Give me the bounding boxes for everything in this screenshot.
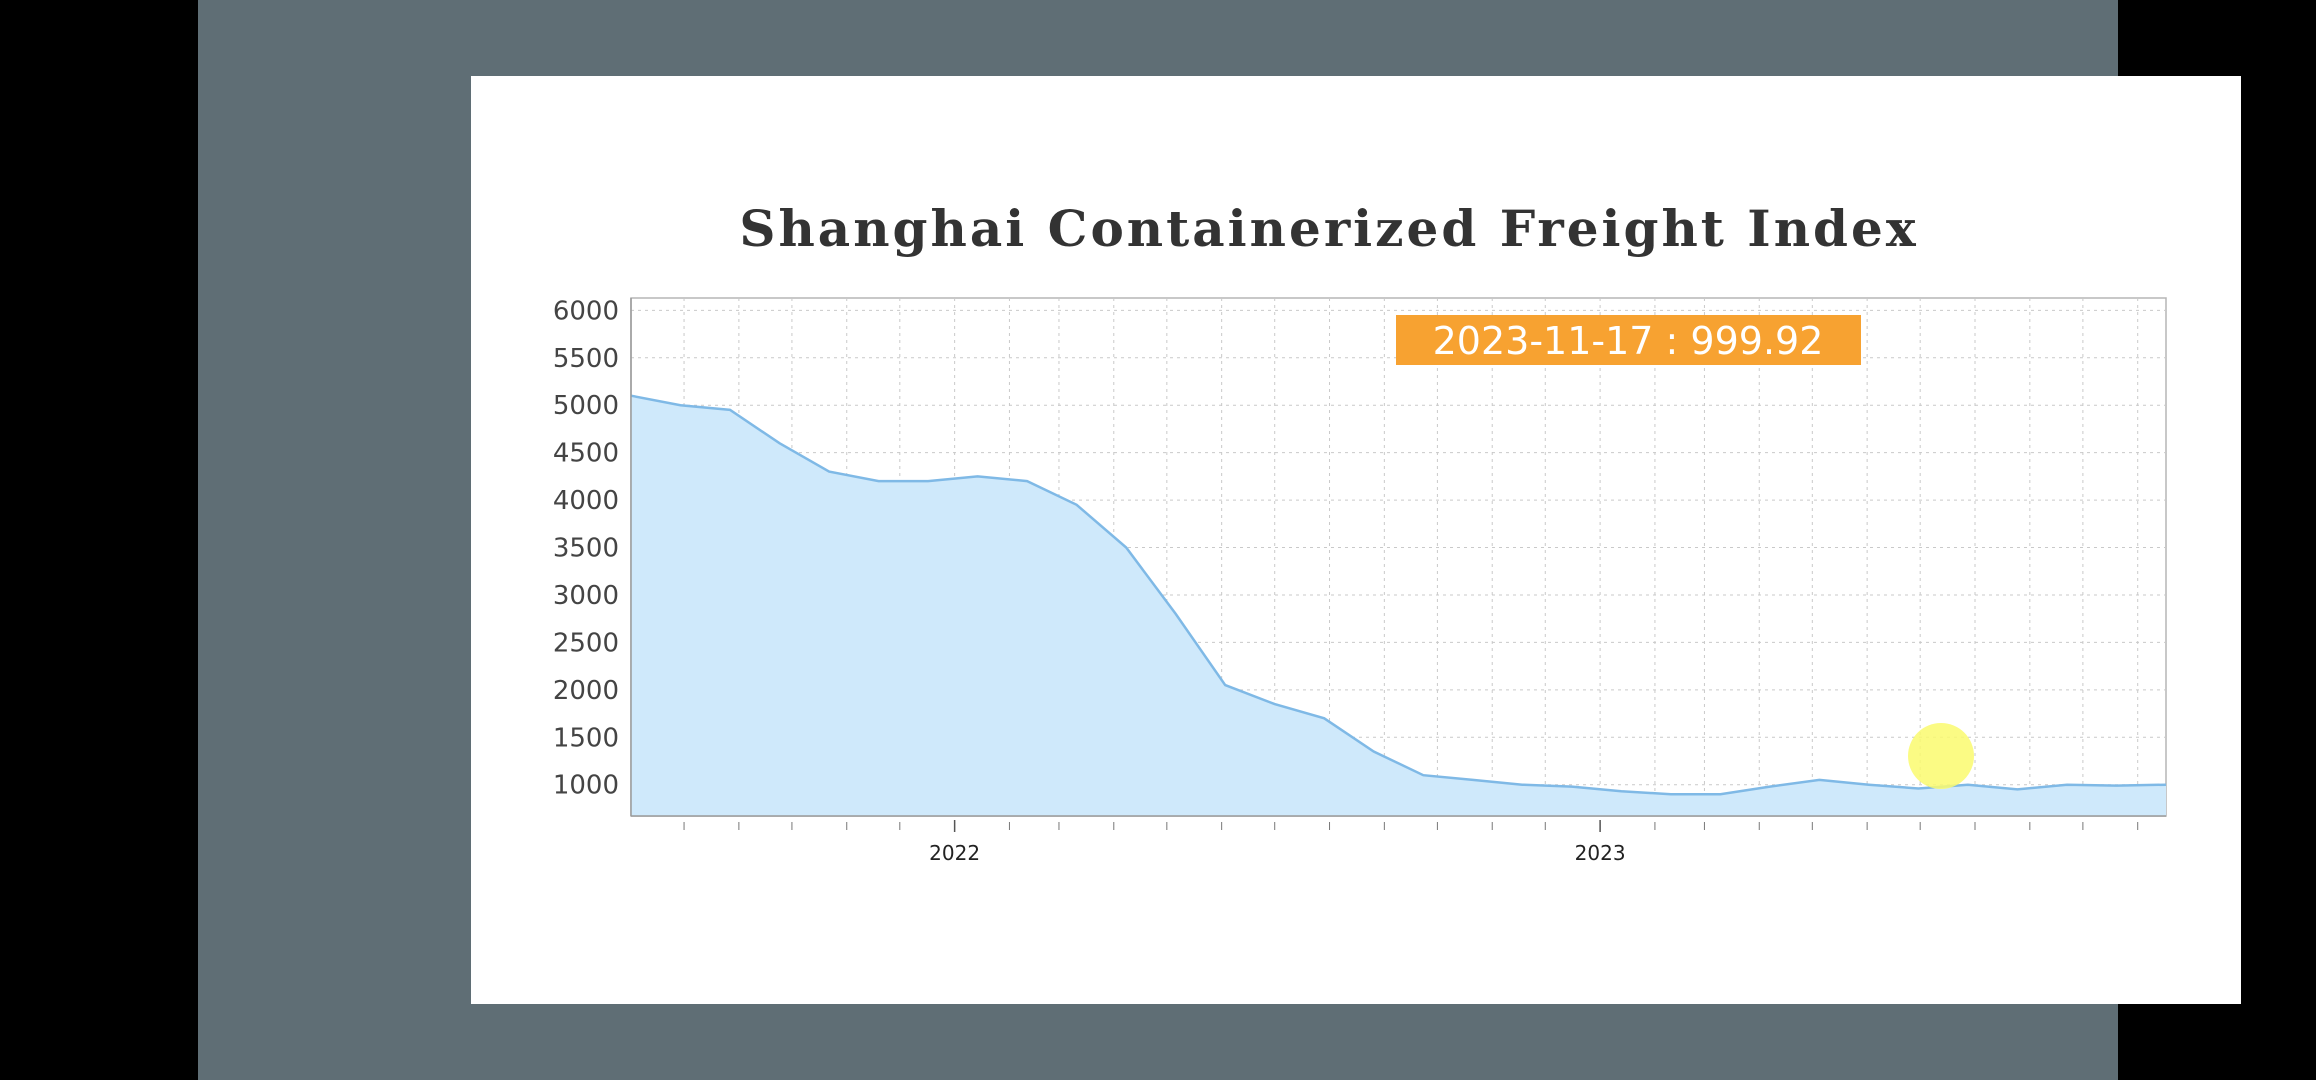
y-tick-label: 1500 [553,723,619,753]
y-tick-label: 5500 [553,344,619,374]
y-tick-label: 6000 [553,296,619,326]
y-tick-label: 3000 [553,581,619,611]
y-tick-label: 1000 [553,771,619,801]
area-layer [630,394,2167,816]
tooltip-box [1396,315,1861,365]
x-tick-label: 2023 [1575,841,1626,865]
y-tick-label: 4000 [553,486,619,516]
freight-index-chart: Shanghai Containerized Freight Index 100… [553,199,2167,865]
presentation-frame: Shanghai Containerized Freight Index 100… [198,0,2241,1080]
x-tick-label: 2022 [929,841,980,865]
tooltip-label: 2023-11-17 : 999.92 [1433,319,1824,363]
y-tick-label: 4500 [553,439,619,469]
chart-card: Shanghai Containerized Freight Index 100… [471,76,2241,1004]
y-tick-label: 3500 [553,534,619,564]
y-tick-label: 2500 [553,628,619,658]
series-line [630,394,2167,796]
cursor-highlight [1908,723,1974,789]
y-tick-label: 2000 [553,676,619,706]
y-tick-label: 5000 [553,391,619,421]
axis-layer: 1000 1500 2000 2500 3000 3500 4000 4500 5000 5500… [553,296,2166,865]
series-area-fill [631,395,2166,816]
value-tooltip: 2023-11-17 : 999.92 [1396,315,1861,365]
chart-title: Shanghai Containerized Freight Index [739,199,1918,258]
